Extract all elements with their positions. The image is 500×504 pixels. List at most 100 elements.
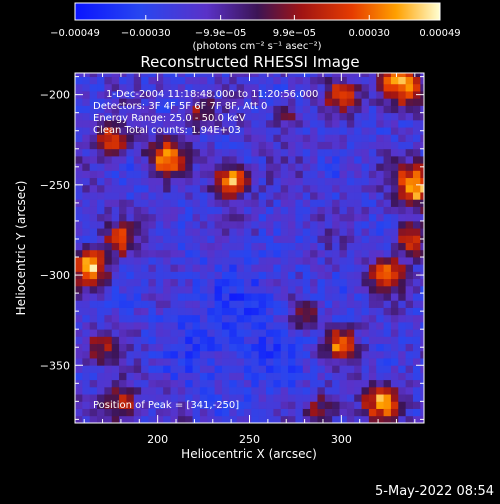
heatmap-cell (266, 401, 274, 409)
heatmap-cell (332, 220, 340, 229)
heatmap-cell (310, 134, 318, 142)
heatmap-cell (221, 350, 230, 359)
heatmap-cell (97, 228, 105, 236)
heatmap-cell (229, 293, 238, 301)
heatmap-cell (97, 329, 105, 337)
heatmap-cell (214, 170, 223, 179)
heatmap-cell (207, 213, 215, 222)
heatmap-cell (420, 386, 424, 395)
heatmap-cell (75, 401, 83, 409)
heatmap-cell (177, 119, 186, 128)
heatmap-cell (199, 386, 208, 395)
heatmap-cell (163, 220, 171, 229)
heatmap-cell (82, 76, 91, 85)
heatmap-cell (251, 148, 260, 157)
heatmap-cell (214, 192, 223, 200)
heatmap-cell (376, 249, 384, 258)
heatmap-cell (207, 206, 215, 215)
heatmap-cell (141, 213, 149, 222)
heatmap-cell (354, 257, 362, 265)
heatmap-cell (420, 112, 424, 121)
heatmap-cell (185, 350, 193, 359)
heatmap-cell (273, 321, 282, 330)
heatmap-cell (97, 105, 105, 114)
heatmap-cell (288, 177, 296, 186)
heatmap-cell (236, 155, 245, 164)
heatmap-cell (361, 213, 370, 222)
heatmap-cell (405, 307, 414, 316)
heatmap-cell (354, 184, 362, 193)
heatmap-cell (405, 242, 414, 251)
heatmap-cell (273, 163, 282, 171)
heatmap-cell (192, 119, 201, 128)
heatmap-cell (332, 112, 340, 121)
heatmap-cell (82, 343, 91, 352)
heatmap-cell (126, 134, 135, 142)
heatmap-cell (207, 98, 215, 106)
heatmap-cell (376, 350, 384, 359)
heatmap-cell (177, 76, 186, 85)
heatmap-cell (163, 343, 171, 352)
heatmap-cell (192, 192, 201, 200)
heatmap-cell (317, 264, 326, 272)
heatmap-cell (412, 379, 421, 388)
heatmap-cell (177, 257, 186, 265)
heatmap-cell (332, 134, 340, 142)
heatmap-cell (221, 220, 230, 229)
heatmap-cell (104, 192, 113, 200)
heatmap-cell (141, 235, 149, 243)
heatmap-cell (82, 163, 91, 171)
heatmap-cell (324, 321, 333, 330)
heatmap-cell (251, 386, 260, 395)
heatmap-cell (119, 278, 127, 287)
heatmap-cell (155, 119, 164, 128)
heatmap-cell (148, 177, 157, 186)
heatmap-cell (89, 184, 98, 193)
heatmap-cell (199, 271, 208, 280)
heatmap-cell (82, 386, 91, 395)
heatmap-cell (273, 76, 282, 85)
heatmap-cell (185, 358, 193, 366)
heatmap-cell (207, 249, 215, 258)
heatmap-cell (354, 235, 362, 243)
heatmap-cell (97, 372, 105, 381)
heatmap-cell (192, 314, 201, 323)
heatmap-cell (119, 314, 127, 323)
heatmap-cell (420, 119, 424, 128)
heatmap-cell (148, 401, 157, 409)
heatmap-cell (317, 235, 326, 243)
heatmap-cell (155, 192, 164, 200)
heatmap-cell (339, 192, 348, 200)
heatmap-cell (383, 365, 392, 373)
heatmap-cell (339, 163, 348, 171)
heatmap-cell (185, 141, 193, 150)
heatmap-cell (420, 314, 424, 323)
heatmap-cell (405, 350, 414, 359)
heatmap-cell (207, 177, 215, 186)
heatmap-cell (199, 242, 208, 251)
heatmap-cell (346, 379, 355, 388)
heatmap-cell (199, 307, 208, 316)
heatmap-cell (155, 73, 164, 78)
heatmap-cell (163, 83, 171, 92)
heatmap-cell (236, 76, 245, 85)
heatmap-cell (332, 307, 340, 316)
heatmap-cell (148, 307, 157, 316)
heatmap-cell (412, 321, 421, 330)
heatmap-cell (170, 199, 179, 207)
heatmap-cell (111, 76, 120, 85)
heatmap-cell (390, 278, 399, 287)
heatmap-cell (82, 228, 91, 236)
heatmap-cell (376, 321, 384, 330)
heatmap-cell (185, 372, 193, 381)
heatmap-cell (221, 257, 230, 265)
heatmap-cell (163, 206, 171, 215)
heatmap-cell (207, 415, 215, 423)
heatmap-cell (258, 192, 267, 200)
heatmap-cell (266, 271, 274, 280)
heatmap-cell (221, 184, 230, 193)
heatmap-cell (324, 98, 333, 106)
heatmap-cell (405, 372, 414, 381)
heatmap-cell (111, 170, 120, 179)
heatmap-cell (148, 155, 157, 164)
